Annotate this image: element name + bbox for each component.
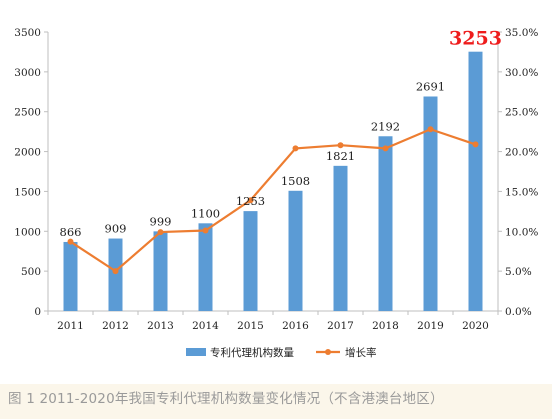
y-left-tick-label: 2000 [14, 147, 41, 159]
legend-swatch-marker [325, 349, 331, 355]
bar-line-chart: 0 500 1000 1500 2000 2500 3000 3500 0.0% 5.0% 10.0… [14, 27, 538, 359]
bar [288, 190, 303, 311]
x-tick-label: 2019 [417, 320, 444, 332]
x-tick-label: 2018 [372, 320, 399, 332]
growth-rate-point [472, 141, 479, 148]
bar [63, 241, 78, 311]
x-tick-label: 2020 [462, 320, 489, 332]
y-right-tick-label: 5.0% [505, 266, 532, 278]
y-left-tick-label: 3000 [14, 67, 41, 79]
bar-data-label: 1508 [281, 174, 310, 188]
bar-data-label: 1253 [236, 194, 265, 208]
bar-data-label: 2691 [416, 79, 445, 93]
growth-rate-point [382, 145, 389, 152]
y-right-tick-label: 20.0% [505, 147, 538, 159]
growth-rate-point [67, 238, 74, 245]
chart-legend: 专利代理机构数量 增长率 [186, 346, 377, 359]
x-tick-label: 2015 [237, 320, 264, 332]
bar-data-label: 1100 [191, 206, 220, 220]
growth-rate-point [292, 145, 299, 152]
y-left-tick-label: 1500 [14, 186, 41, 198]
bar [153, 231, 168, 311]
y-left-tick-label: 2500 [14, 107, 41, 119]
y-right-tick-label: 30.0% [505, 67, 538, 79]
growth-rate-point [247, 197, 254, 204]
line-series [67, 126, 479, 275]
bar-data-label: 1821 [326, 149, 355, 163]
bar [468, 51, 483, 312]
legend-swatch-bar [186, 348, 206, 356]
growth-rate-point [157, 229, 164, 236]
bar-data-label: 909 [105, 222, 127, 236]
bar-data-label: 999 [150, 214, 172, 228]
y-left-tick-label: 3500 [14, 27, 41, 39]
y-left-tick-label: 500 [21, 266, 41, 278]
y-right-tick-label: 0.0% [505, 306, 532, 318]
x-tick-label: 2016 [282, 320, 309, 332]
growth-rate-point [112, 268, 119, 275]
bar-data-label-highlight: 3253 [449, 28, 502, 50]
y-right-tick-label: 10.0% [505, 226, 538, 238]
x-tick-label: 2014 [192, 320, 219, 332]
y-right-tick-label: 25.0% [505, 107, 538, 119]
y-right-tick-label: 35.0% [505, 27, 538, 39]
y-right-tick-label: 15.0% [505, 186, 538, 198]
x-tick-label: 2012 [102, 320, 129, 332]
chart-axes: 0 500 1000 1500 2000 2500 3000 3500 0.0% 5.0% 10.0… [14, 27, 538, 332]
bar-data-label: 2192 [371, 119, 400, 133]
bar [108, 238, 123, 311]
x-tick-label: 2013 [147, 320, 174, 332]
bar [198, 223, 213, 311]
bar [333, 165, 348, 311]
bar-data-label: 866 [60, 225, 82, 239]
growth-rate-point [202, 227, 209, 234]
data-labels: 866 909 999 1100 1253 1508 1821 2192 2691 3253 [60, 28, 502, 239]
legend-label-line: 增长率 [345, 346, 377, 359]
growth-rate-line [69, 128, 476, 273]
x-tick-label: 2011 [57, 320, 84, 332]
bar-series [63, 51, 483, 312]
x-tick-label: 2017 [327, 320, 354, 332]
legend-label-bar: 专利代理机构数量 [210, 346, 294, 359]
bar [423, 96, 438, 311]
chart-card: 0 500 1000 1500 2000 2500 3000 3500 0.0% 5.0% 10.0… [0, 0, 552, 384]
growth-rate-point [427, 126, 434, 133]
y-left-tick-label: 0 [34, 306, 41, 318]
bar [243, 211, 258, 311]
bar [378, 136, 393, 311]
growth-rate-point [337, 142, 344, 149]
figure-caption: 图 1 2011-2020年我国专利代理机构数量变化情况（不含港澳台地区） [8, 391, 444, 407]
y-left-tick-label: 1000 [14, 226, 41, 238]
